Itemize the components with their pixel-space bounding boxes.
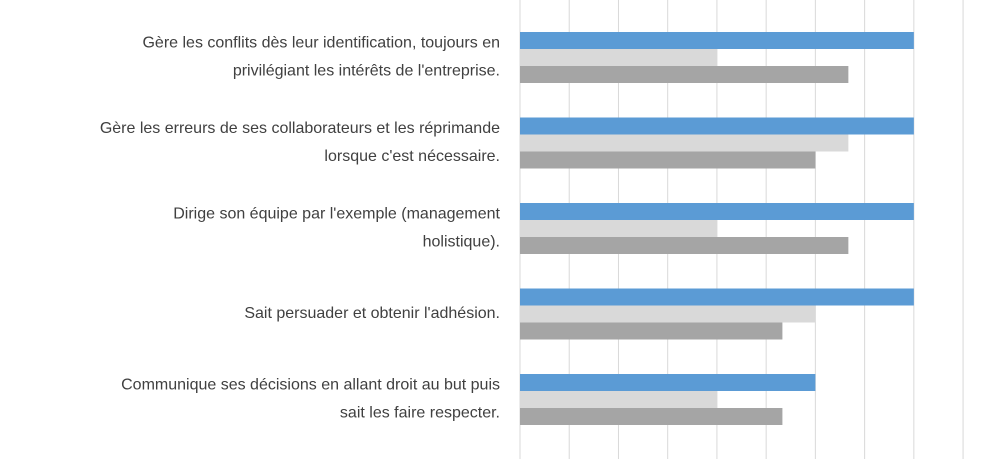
bar <box>520 203 914 220</box>
category-label: holistique). <box>423 234 500 251</box>
bar <box>520 32 914 49</box>
bar <box>520 49 717 66</box>
category-label: privilégiant les intérêts de l'entrepris… <box>233 63 500 80</box>
bar <box>520 151 816 169</box>
category-label: lorsque c'est nécessaire. <box>324 148 500 165</box>
bar <box>520 117 914 135</box>
category-label: sait les faire respecter. <box>340 405 500 422</box>
category-label: Gère les conflits dès leur identificatio… <box>142 35 500 52</box>
category-label: Communique ses décisions en allant droit… <box>121 377 500 394</box>
bar <box>520 220 717 237</box>
bar <box>520 305 816 323</box>
bar <box>520 288 914 306</box>
category-label: Sait persuader et obtenir l'adhésion. <box>244 305 500 322</box>
bar <box>520 237 849 254</box>
category-label: Dirige son équipe par l'exemple (managem… <box>173 206 500 223</box>
bar <box>520 322 783 340</box>
category-label: Gère les erreurs de ses collaborateurs e… <box>100 120 500 137</box>
bar <box>520 391 717 408</box>
bar <box>520 374 816 391</box>
bar <box>520 66 849 83</box>
bar <box>520 134 849 152</box>
bar <box>520 408 783 425</box>
